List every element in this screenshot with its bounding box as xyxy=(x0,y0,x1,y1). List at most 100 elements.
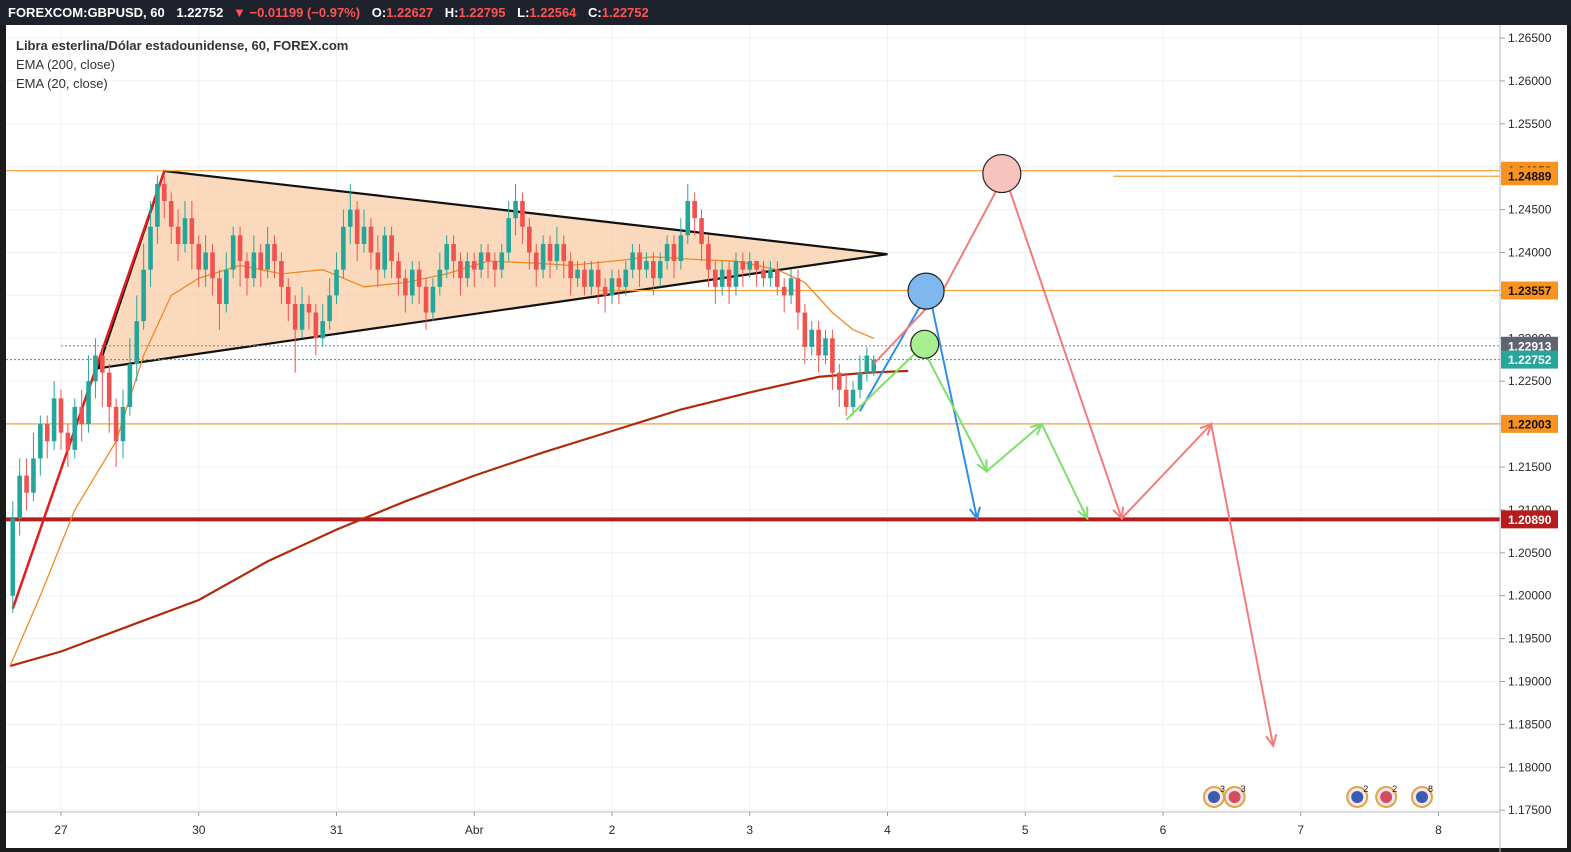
price-tag-bg xyxy=(1501,510,1558,529)
candle-body xyxy=(251,252,257,279)
price-tick-label: 1.26000 xyxy=(1508,74,1552,88)
legend-ema200[interactable]: EMA (200, close) xyxy=(16,57,115,72)
candle-body xyxy=(458,261,463,279)
candle-body xyxy=(623,269,629,287)
candle-body xyxy=(31,458,36,493)
candle-body xyxy=(630,252,635,270)
candle-body xyxy=(485,252,491,262)
high-value: 1.22795 xyxy=(458,5,506,20)
candle-body xyxy=(520,201,525,227)
green-path-arrow-3 xyxy=(1029,422,1044,436)
candle-body xyxy=(657,261,663,279)
legend-ema20[interactable]: EMA (20, close) xyxy=(16,76,108,91)
candle-body xyxy=(189,218,195,244)
candle-body xyxy=(513,201,518,219)
candle-body xyxy=(148,226,153,270)
candle-body xyxy=(478,252,484,270)
price-tick-label: 1.19500 xyxy=(1508,632,1552,646)
candle-body xyxy=(224,269,229,304)
time-tick-label: 2 xyxy=(609,823,616,837)
price-tick-label: 1.21500 xyxy=(1508,460,1552,474)
candle-body xyxy=(637,252,642,270)
red-path-arrow xyxy=(1265,733,1278,749)
candle-body xyxy=(292,303,298,330)
low-value: 1.22564 xyxy=(529,5,577,20)
candle-body xyxy=(382,235,388,270)
candle-body xyxy=(306,303,312,313)
event-badge-flag xyxy=(1380,791,1393,803)
price-tag-label: 1.24889 xyxy=(1508,170,1552,184)
candle-body xyxy=(651,261,656,279)
candle-body xyxy=(230,235,236,270)
candle-body xyxy=(471,261,477,270)
legend-title[interactable]: Libra esterlina/Dólar estadounidense, 60… xyxy=(16,38,349,53)
candle-body xyxy=(788,278,794,296)
chart-legend: Libra esterlina/Dólar estadounidense, 60… xyxy=(16,36,348,93)
time-tick-label: Abr xyxy=(465,823,484,837)
candle-body xyxy=(871,359,877,373)
price-tag-label: 1.22752 xyxy=(1508,353,1552,367)
candle-body xyxy=(17,475,22,519)
candle-body xyxy=(699,218,704,244)
candle-body xyxy=(38,424,43,459)
price-tick-label: 1.20000 xyxy=(1508,589,1552,603)
candle-body xyxy=(155,183,160,227)
green-path-arrow xyxy=(1077,506,1089,521)
candle-body xyxy=(836,372,842,390)
candle-body xyxy=(182,218,188,244)
candle-body xyxy=(279,261,284,287)
price-tick-label: 1.26500 xyxy=(1508,31,1552,45)
candle-body xyxy=(162,183,167,202)
price-tag-bg xyxy=(1501,350,1558,369)
candle-body xyxy=(547,243,553,262)
candle-body xyxy=(141,269,146,322)
event-badge-count: 3 xyxy=(1220,784,1225,794)
time-tick-label: 3 xyxy=(746,823,753,837)
green-path-arrow-2 xyxy=(976,459,988,474)
time-tick-label: 6 xyxy=(1160,823,1167,837)
candle-body xyxy=(616,278,622,287)
open-label: O: xyxy=(371,5,387,20)
event-badge-flag xyxy=(1228,791,1241,803)
candle-body xyxy=(134,321,140,365)
candle-body xyxy=(685,201,691,236)
candle-body xyxy=(258,252,264,270)
price-tick-label: 1.17500 xyxy=(1508,803,1552,817)
price-tick-label: 1.19000 xyxy=(1508,675,1552,689)
event-badge-flag xyxy=(1351,791,1364,803)
candle-body xyxy=(795,278,801,313)
candle-body xyxy=(196,243,202,270)
candle-body xyxy=(850,389,856,407)
candle-body xyxy=(602,286,608,296)
candle-body xyxy=(561,243,567,262)
price-tick-label: 1.24500 xyxy=(1508,203,1552,217)
symbol-label[interactable]: FOREXCOM:GBPUSD, 60 xyxy=(8,5,165,20)
price-tag-bg xyxy=(1501,414,1558,433)
time-tick-label: 31 xyxy=(330,823,344,837)
candle-body xyxy=(44,424,50,442)
candle-body xyxy=(299,303,305,330)
open-value: 1.22627 xyxy=(386,5,434,20)
candle-body xyxy=(106,372,112,407)
candle-body xyxy=(168,201,174,227)
candle-body xyxy=(843,389,849,407)
candle-body xyxy=(747,261,753,270)
candle-body xyxy=(10,518,16,596)
red-path xyxy=(872,172,1275,746)
blue-path xyxy=(859,288,978,519)
event-badge-count: 8 xyxy=(1428,784,1433,794)
blue-path-arrow xyxy=(968,506,981,521)
candle-body xyxy=(203,252,208,270)
candle-body xyxy=(719,269,725,287)
candle-body xyxy=(444,243,449,270)
candle-body xyxy=(327,295,332,322)
candle-body xyxy=(595,269,601,287)
candle-body xyxy=(244,261,250,279)
price-tag-bg xyxy=(1501,167,1558,186)
candle-body xyxy=(396,261,401,279)
price-tick-label: 1.25500 xyxy=(1508,117,1552,131)
candle-body xyxy=(664,243,670,262)
candle-body xyxy=(65,432,71,450)
price-tag-label: 1.22003 xyxy=(1508,417,1552,431)
